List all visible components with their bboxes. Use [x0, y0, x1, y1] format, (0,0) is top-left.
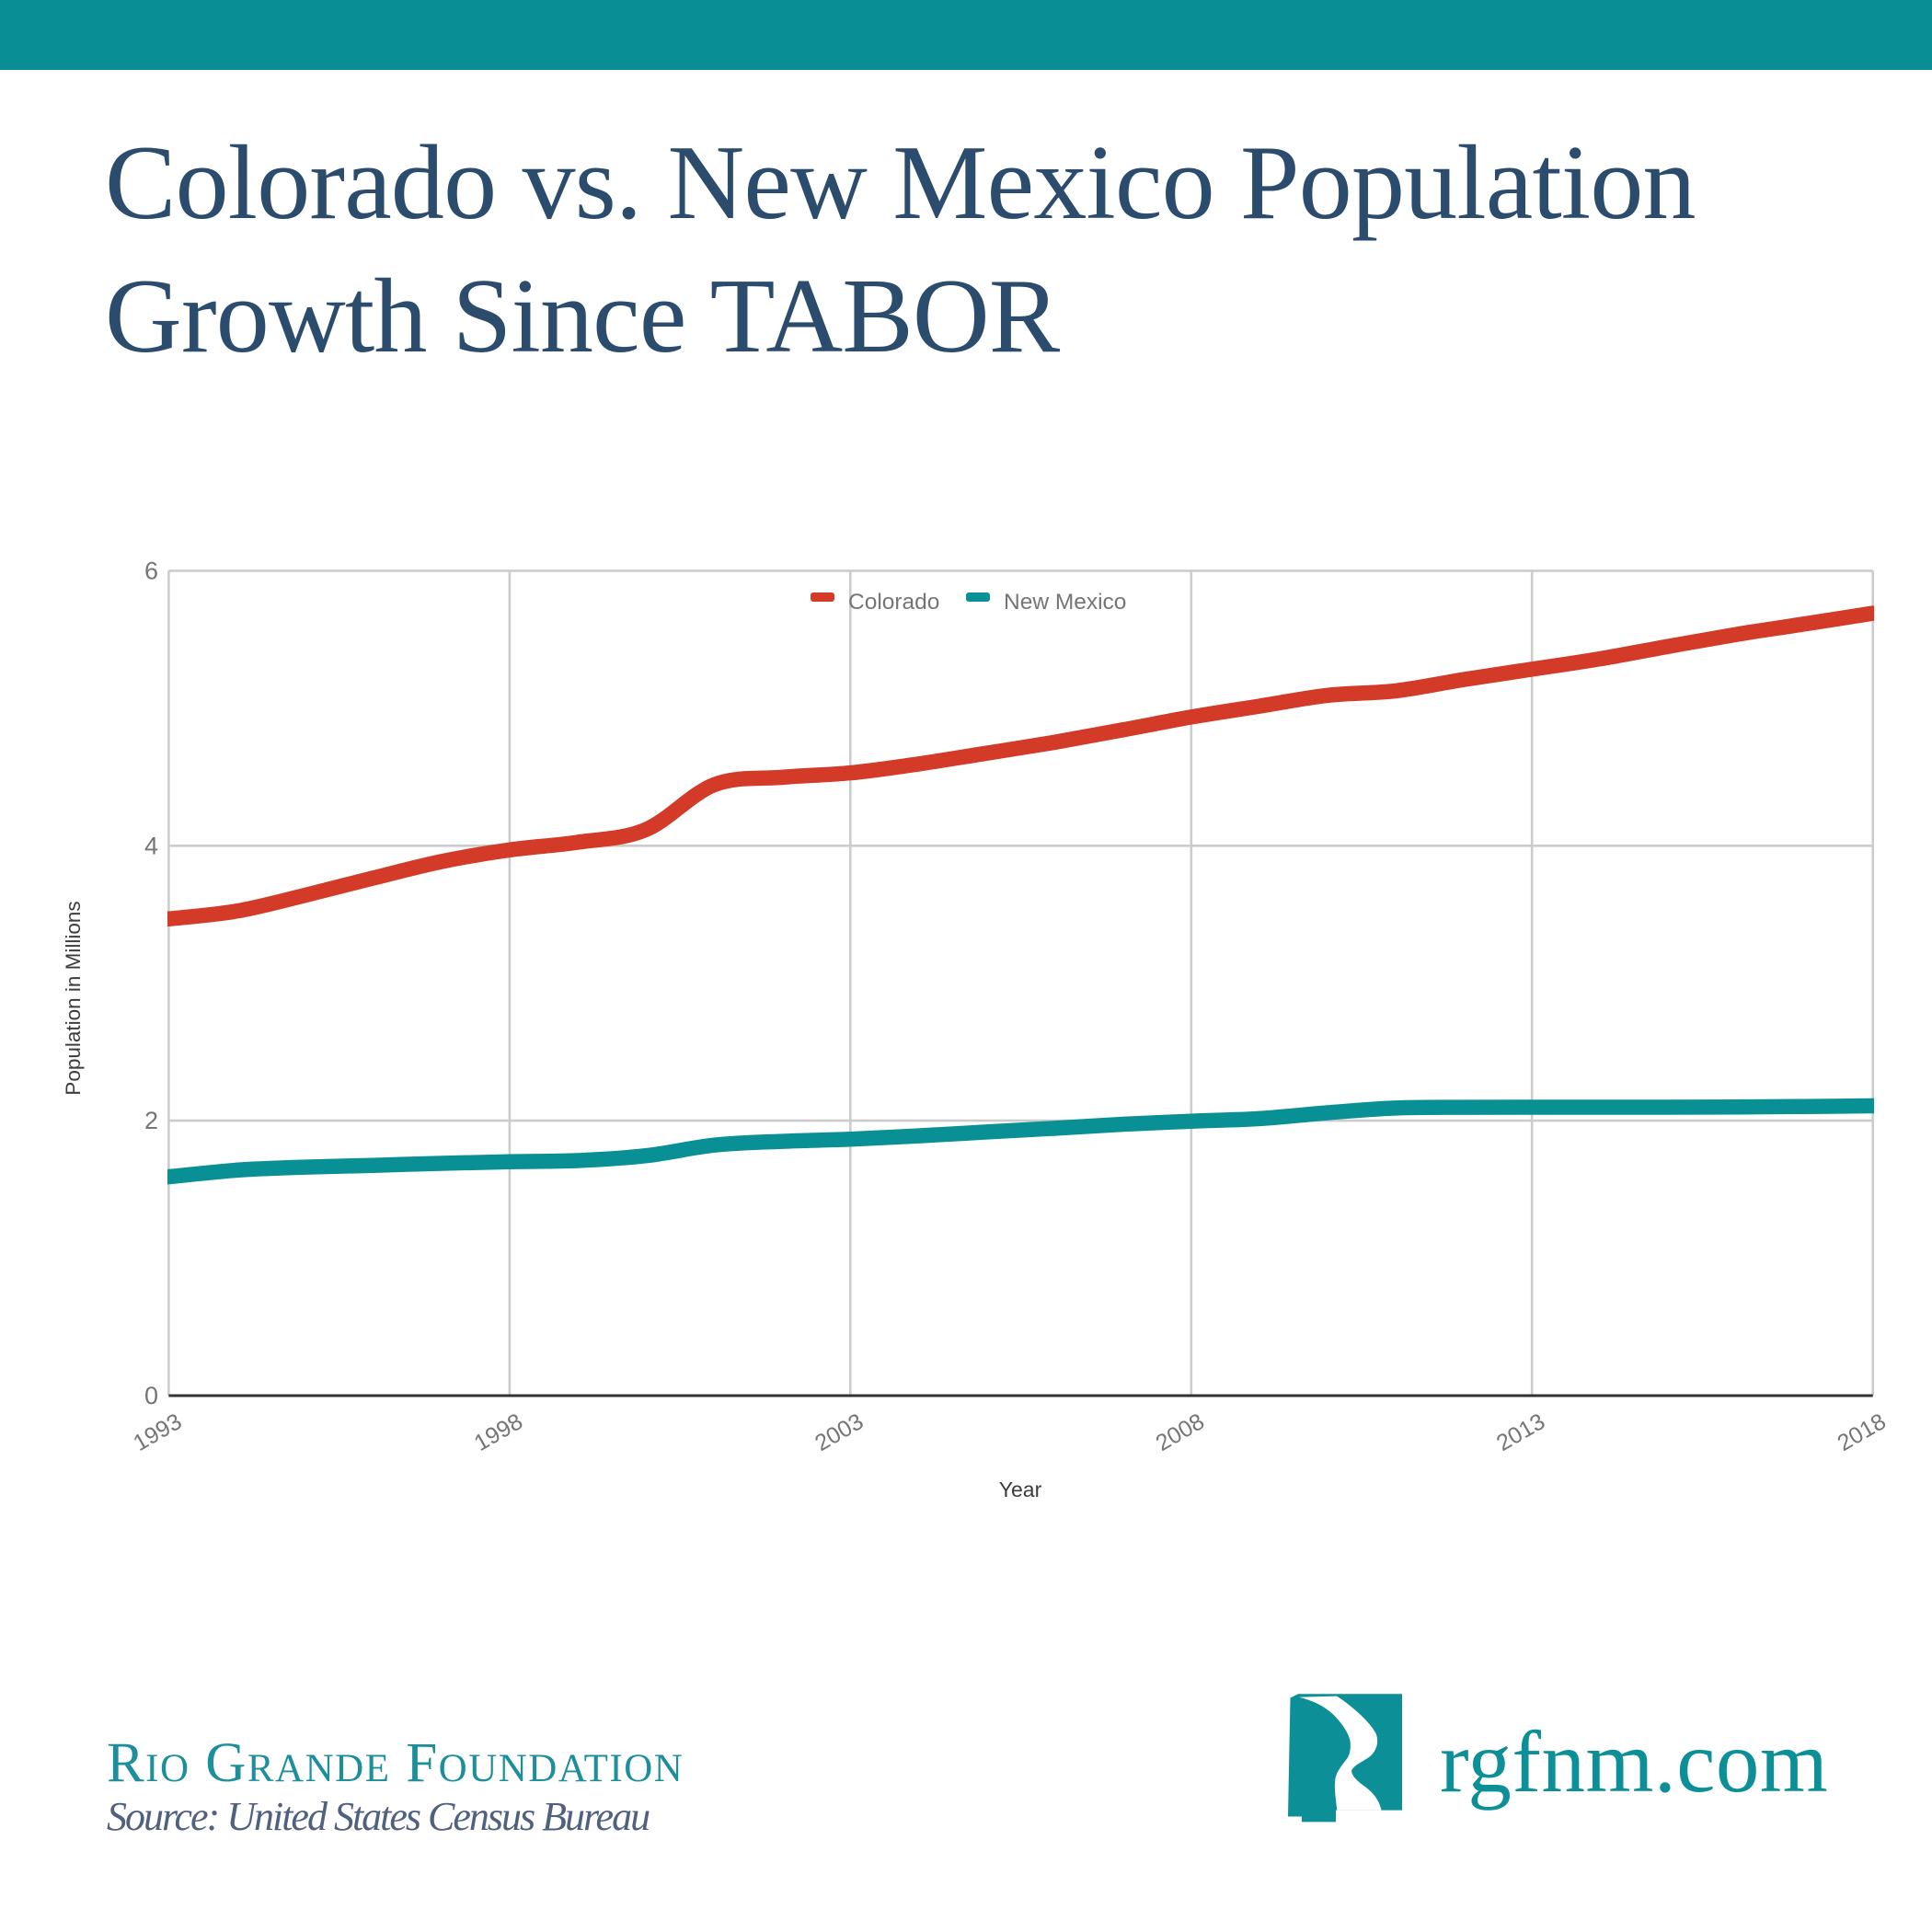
svg-text:Year: Year: [999, 1478, 1042, 1501]
svg-text:New Mexico: New Mexico: [1004, 590, 1126, 615]
svg-text:2018: 2018: [1834, 1409, 1891, 1456]
svg-text:1993: 1993: [129, 1409, 186, 1456]
svg-text:Population in Millions: Population in Millions: [62, 901, 85, 1095]
svg-text:6: 6: [144, 557, 158, 584]
svg-text:Colorado: Colorado: [848, 590, 939, 615]
svg-text:2: 2: [144, 1107, 158, 1134]
svg-text:0: 0: [144, 1382, 158, 1409]
svg-text:2003: 2003: [811, 1409, 868, 1456]
svg-text:4: 4: [144, 832, 158, 859]
svg-text:2008: 2008: [1152, 1409, 1209, 1456]
svg-text:2013: 2013: [1492, 1409, 1549, 1456]
svg-text:1998: 1998: [470, 1409, 527, 1456]
